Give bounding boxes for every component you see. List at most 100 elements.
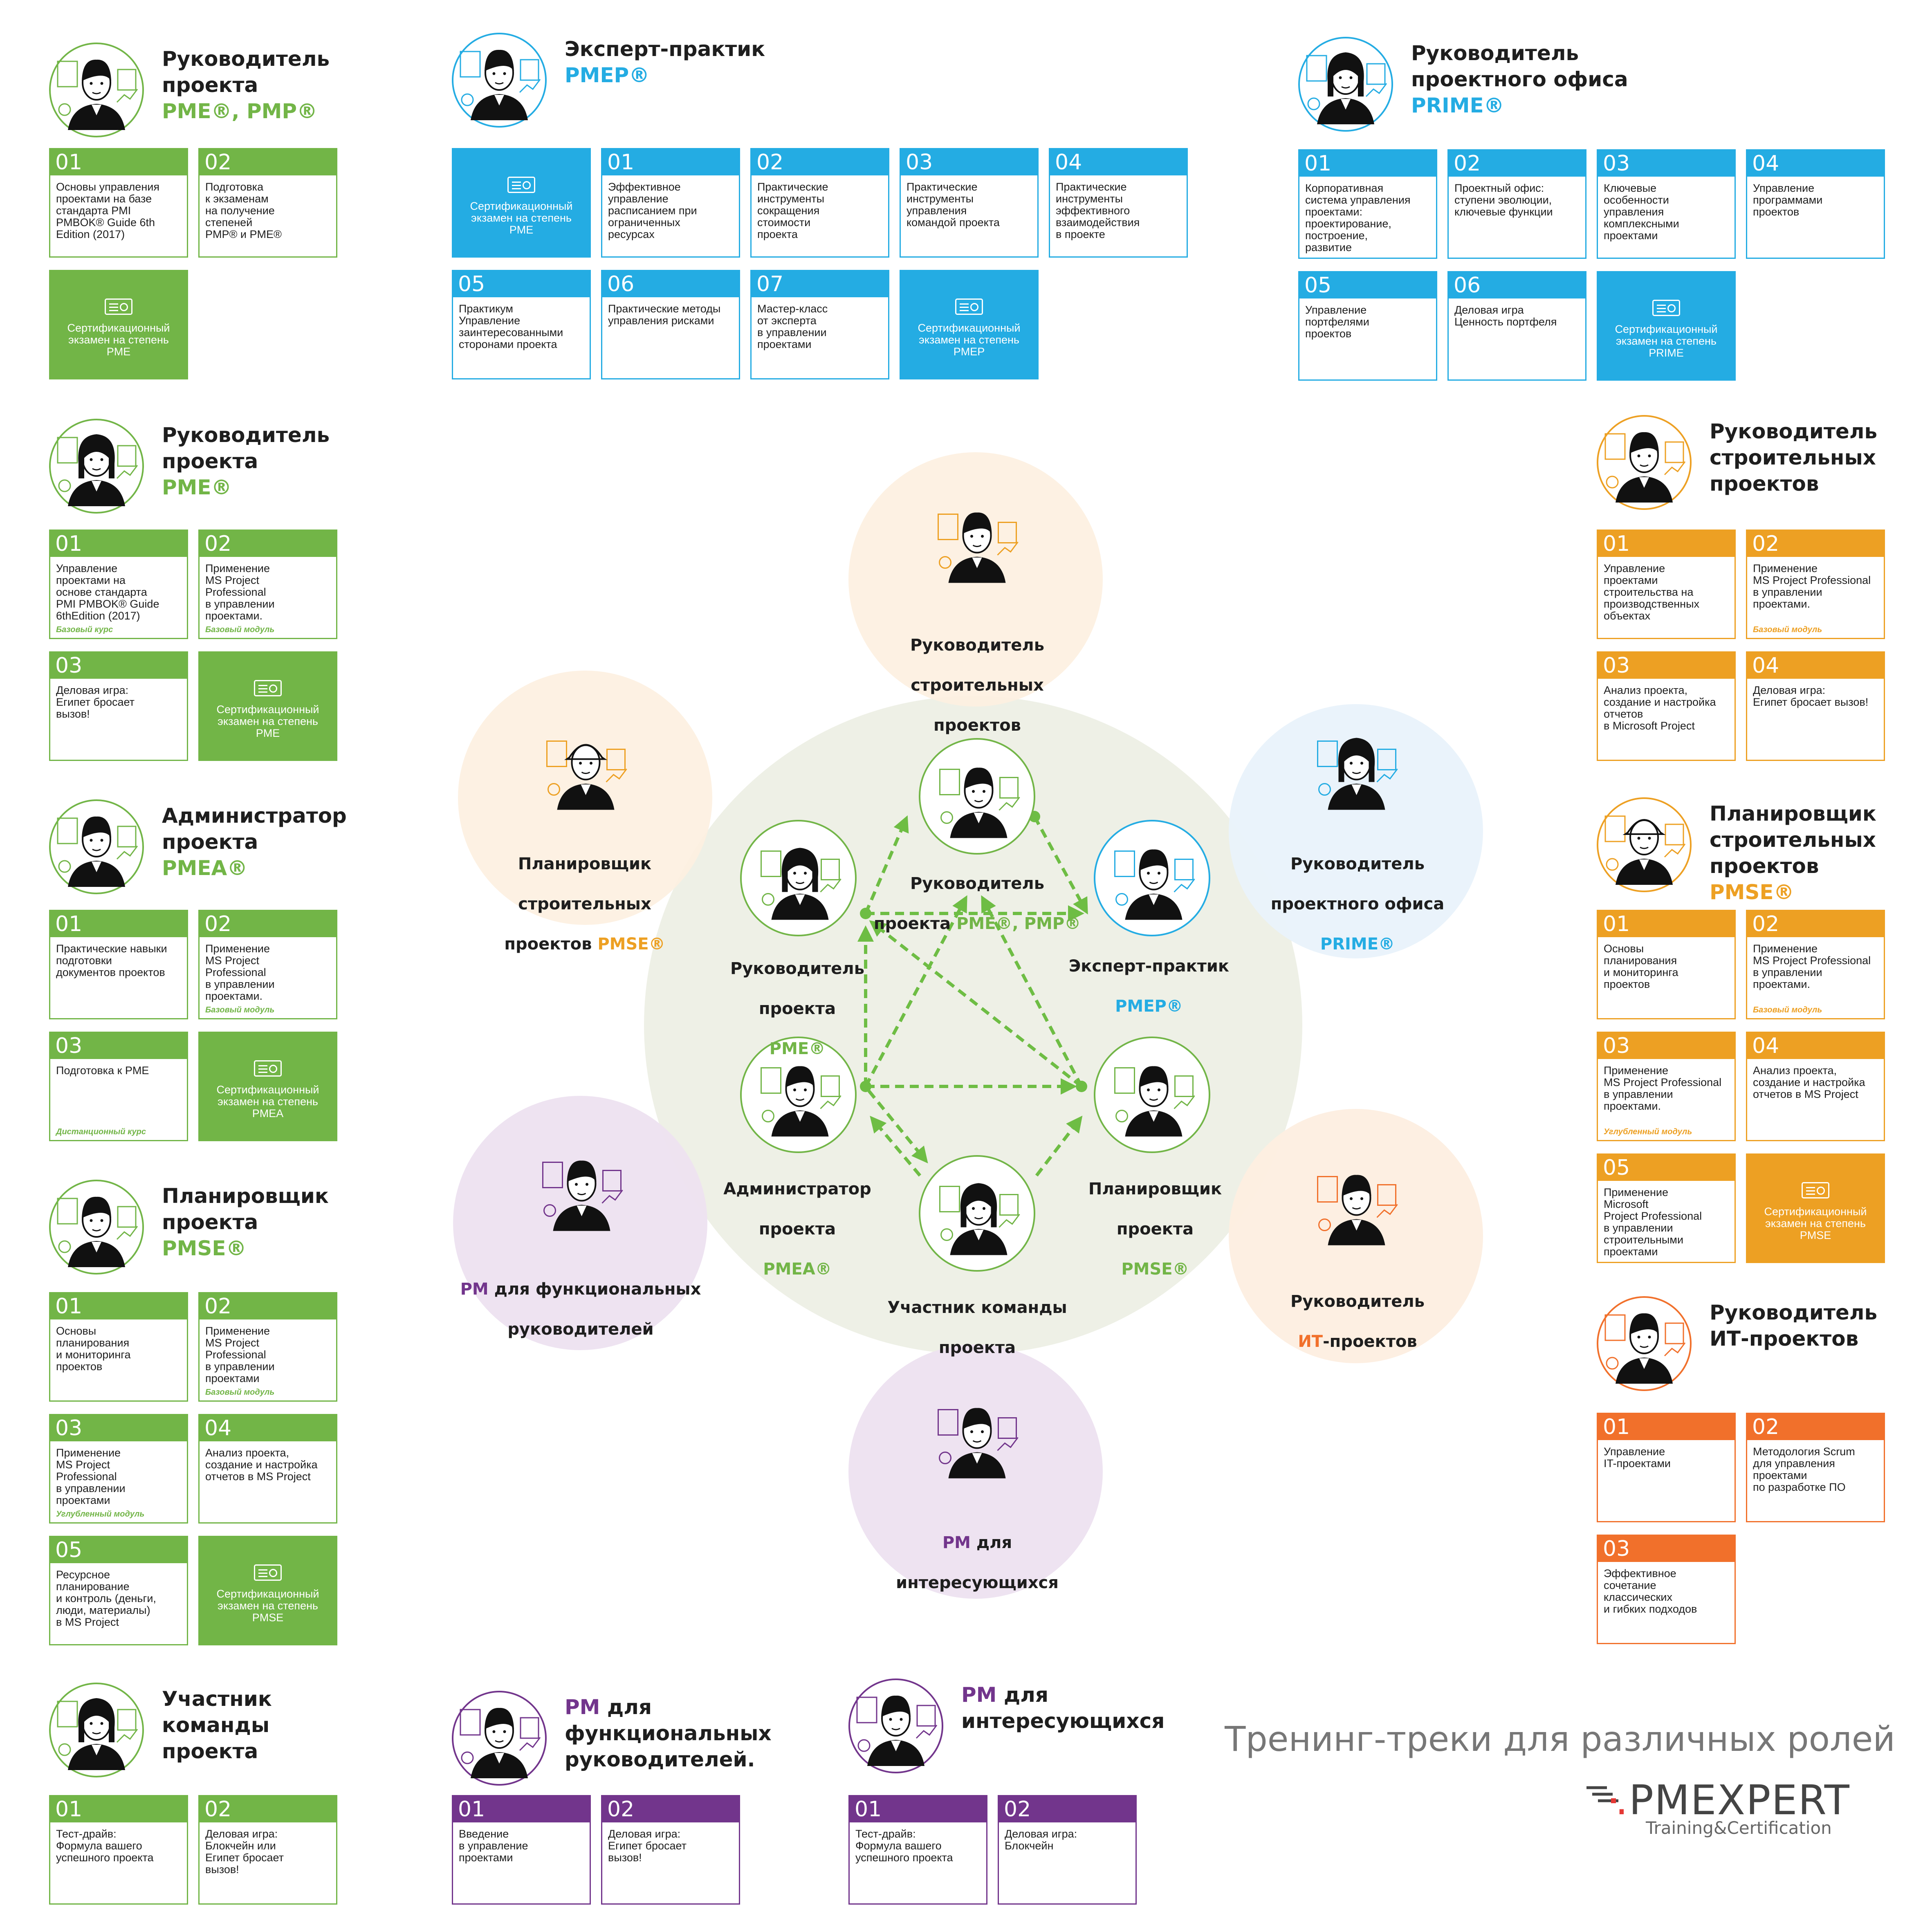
- course-title: Мастер-класс от эксперта в управлении пр…: [757, 303, 828, 350]
- track-header-pme: Руководитель проекта PME®: [49, 419, 417, 525]
- course-number: 01: [1598, 531, 1735, 557]
- course-card[interactable]: 01 Управление проектами строительства на …: [1597, 530, 1736, 639]
- course-card[interactable]: 03 Анализ проекта, создание и настройка о…: [1597, 651, 1736, 761]
- course-card[interactable]: 05 Ресурсное планирование и контроль (ден…: [49, 1536, 188, 1645]
- diagram-node-it-avatar: [1298, 1147, 1415, 1263]
- course-card[interactable]: 04 Анализ проекта, создание и настройка о…: [198, 1414, 337, 1524]
- course-card[interactable]: 04 Управление программами проектов: [1746, 149, 1885, 259]
- course-card[interactable]: 06 Практические методы управления рисками: [601, 270, 740, 379]
- course-level-tag: Углубленный модуль: [1604, 1127, 1692, 1136]
- course-title: Основы планирования и мониторинга проект…: [1604, 942, 1678, 990]
- person-icon: [938, 1408, 1019, 1479]
- exam-card[interactable]: Сертификационный экзамен на степень PME: [49, 270, 188, 379]
- course-card[interactable]: 04 Практические инструменты эффективного …: [1049, 148, 1188, 258]
- course-card[interactable]: 03 Применение MS Project Professional в у…: [1597, 1032, 1736, 1141]
- course-title: Управление проектами на основе стандарта…: [56, 562, 159, 622]
- exam-label: Сертификационный экзамен на степень PMEA: [216, 1084, 319, 1120]
- brand-logo: .PMEXPERT: [1615, 1776, 1850, 1824]
- course-number: 01: [50, 911, 187, 937]
- course-card[interactable]: 05 Практикум Управление заинтересованными…: [452, 270, 591, 379]
- track-avatar: [49, 43, 144, 137]
- track-header-constr: Руководитель строительных проектов: [1597, 415, 1932, 521]
- course-card[interactable]: 02 Подготовка к экзаменам на получение ст…: [198, 148, 337, 258]
- exam-label: Сертификационный экзамен на степень PME: [67, 322, 170, 358]
- exam-card[interactable]: Сертификационный экзамен на степень PMSE: [1746, 1153, 1885, 1263]
- course-card[interactable]: 02 Деловая игра: Блокчейн: [998, 1795, 1137, 1905]
- course-card[interactable]: 05 Управление портфелями проектов: [1298, 271, 1437, 381]
- course-card[interactable]: 03 Ключевые особенности управления компле…: [1597, 149, 1736, 259]
- course-card[interactable]: 02 Методология Scrum для управления проек…: [1746, 1413, 1885, 1522]
- track-title: PM для функциональных руководителей.: [565, 1694, 818, 1773]
- person-icon: [761, 1066, 841, 1137]
- exam-card[interactable]: Сертификационный экзамен на степень PMEP: [900, 270, 1039, 379]
- course-card[interactable]: 02 Практические инструменты сокращения ст…: [750, 148, 889, 258]
- course-card[interactable]: 02 Применение MS Project Professional в у…: [198, 530, 337, 639]
- track-title-text: Руководитель ИТ-проектов: [1710, 1301, 1878, 1351]
- course-card[interactable]: 01 Корпоративная система управления проек…: [1298, 149, 1437, 259]
- track-title: Эксперт-практик PMEP®: [565, 36, 818, 88]
- course-card[interactable]: 05 Применение Microsoft Project Professio…: [1597, 1153, 1736, 1263]
- arrow-origin-dot: [860, 908, 871, 919]
- track-title: Руководитель проектного офиса PRIME®: [1411, 40, 1665, 119]
- course-card[interactable]: 01 Основы планирования и мониторинга прое…: [1597, 910, 1736, 1019]
- exam-card[interactable]: Сертификационный экзамен на степень PME: [198, 651, 337, 761]
- course-card[interactable]: 01 Тест-драйв: Формула вашего успешного п…: [49, 1795, 188, 1905]
- diagram-node-pmea-avatar: [740, 1037, 857, 1153]
- course-number: 04: [200, 1415, 336, 1441]
- course-card[interactable]: 03 Применение MS Project Professional в у…: [49, 1414, 188, 1524]
- course-level-tag: Углубленный модуль: [56, 1510, 145, 1519]
- course-card[interactable]: 02 Применение MS Project Professional в у…: [198, 910, 337, 1019]
- course-title: Применение MS Project Professional в упр…: [205, 942, 275, 1002]
- arrow-team-to-pmea: [870, 1115, 922, 1177]
- track-avatar: [1597, 415, 1692, 510]
- page-title: Тренинг-треки для различных ролей: [1225, 1719, 1895, 1759]
- course-card[interactable]: 02 Применение MS Project Professional в у…: [198, 1292, 337, 1402]
- exam-card[interactable]: Сертификационный экзамен на степень PME: [452, 148, 591, 258]
- person-icon: [938, 512, 1019, 583]
- course-card[interactable]: 07 Мастер-класс от эксперта в управлении …: [750, 270, 889, 379]
- course-number: 03: [1598, 653, 1735, 679]
- satellite-label-constr: Руководитель строительных проектов: [910, 636, 1045, 735]
- exam-card[interactable]: Сертификационный экзамен на степень PMSE: [198, 1536, 337, 1645]
- certificate-icon: [955, 298, 983, 315]
- course-title: Практикум Управление заинтересованными с…: [459, 303, 563, 350]
- certificate-icon: [1652, 300, 1680, 316]
- course-card[interactable]: 01 Введение в управление проектами: [452, 1795, 591, 1905]
- course-card[interactable]: 06 Деловая игра Ценность портфеля: [1447, 271, 1586, 381]
- course-card[interactable]: 02 Деловая игра: Блокчейн или Египет брос…: [198, 1795, 337, 1905]
- course-card[interactable]: 04 Деловая игра: Египет бросает вызов!: [1746, 651, 1885, 761]
- course-card[interactable]: 02 Проектный офис: ступени эволюции, ключ…: [1447, 149, 1586, 259]
- track-credential: PME®, PMP®: [162, 99, 318, 123]
- course-title: Управление IT-проектами: [1604, 1445, 1671, 1470]
- course-card[interactable]: 03 Деловая игра: Египет бросает вызов!: [49, 651, 188, 761]
- course-card[interactable]: 02 Деловая игра: Египет бросает вызов!: [601, 1795, 740, 1905]
- course-card[interactable]: 01 Тест-драйв: Формула вашего успешного п…: [848, 1795, 987, 1905]
- course-card[interactable]: 03 Практические инструменты управления ко…: [900, 148, 1039, 258]
- course-card[interactable]: 01 Эффективное управление расписанием при…: [601, 148, 740, 258]
- node-label-pm-pmp: Руководитель проекта PME®, PMP®: [873, 874, 1081, 933]
- course-title: Применение MS Project Professional в упр…: [56, 1447, 126, 1506]
- course-card[interactable]: 03 Подготовка к PME Дистанционный курс: [49, 1032, 188, 1141]
- course-number: 01: [1299, 150, 1436, 177]
- course-card[interactable]: 01 Основы планирования и мониторинга прое…: [49, 1292, 188, 1402]
- course-card[interactable]: 01 Управление IT-проектами: [1597, 1413, 1736, 1522]
- course-level-tag: Дистанционный курс: [56, 1127, 146, 1136]
- exam-card[interactable]: Сертификационный экзамен на степень PMEA: [198, 1032, 337, 1141]
- course-card[interactable]: 01 Практические навыки подготовки докумен…: [49, 910, 188, 1019]
- diagram-node-pm-int-avatar: [919, 1380, 1035, 1497]
- course-card[interactable]: 01 Управление проектами на основе стандар…: [49, 530, 188, 639]
- course-title: Методология Scrum для управления проекта…: [1753, 1445, 1855, 1493]
- course-card[interactable]: 03 Эффективное сочетание классических и г…: [1597, 1535, 1736, 1644]
- person-icon: [1604, 432, 1686, 503]
- course-card[interactable]: 01 Основы управления проектами на базе ст…: [49, 148, 188, 258]
- track-title-text: Администратор проекта: [162, 804, 347, 854]
- exam-label: Сертификационный экзамен на степень PMSE: [1764, 1205, 1867, 1241]
- course-card[interactable]: 02 Применение MS Project Professional в у…: [1746, 530, 1885, 639]
- exam-card[interactable]: Сертификационный экзамен на степень PRIM…: [1597, 271, 1736, 381]
- course-number: 02: [1747, 911, 1884, 937]
- course-number: 02: [200, 149, 336, 175]
- person-icon: [1604, 1313, 1686, 1384]
- course-card[interactable]: 04 Анализ проекта, создание и настройка о…: [1746, 1032, 1885, 1141]
- track-credential: PME®: [162, 476, 232, 499]
- course-card[interactable]: 02 Применение MS Project Professional в у…: [1746, 910, 1885, 1019]
